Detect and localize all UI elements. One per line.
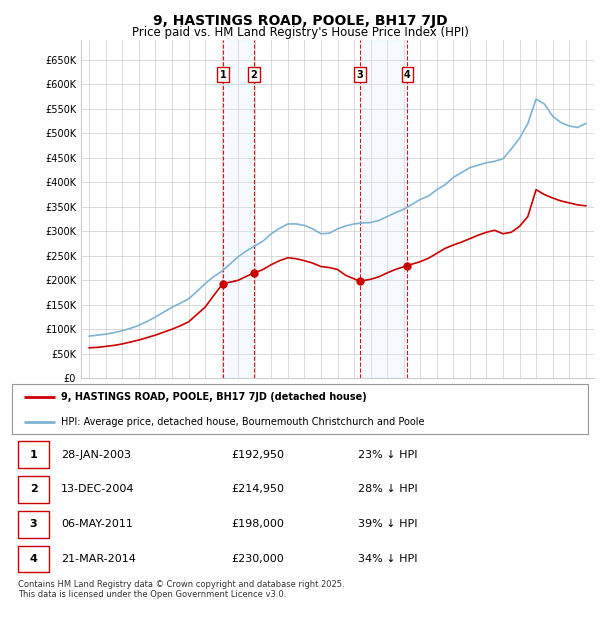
Text: 39% ↓ HPI: 39% ↓ HPI: [358, 520, 417, 529]
Bar: [223, 40, 254, 378]
Text: Price paid vs. HM Land Registry's House Price Index (HPI): Price paid vs. HM Land Registry's House …: [131, 26, 469, 39]
Text: 28-JAN-2003: 28-JAN-2003: [61, 450, 131, 459]
Text: 34% ↓ HPI: 34% ↓ HPI: [358, 554, 417, 564]
Text: 3: 3: [30, 520, 37, 529]
Text: HPI: Average price, detached house, Bournemouth Christchurch and Poole: HPI: Average price, detached house, Bour…: [61, 417, 424, 427]
Text: £230,000: £230,000: [231, 554, 284, 564]
Text: 2: 2: [30, 484, 37, 494]
Text: 3: 3: [356, 69, 363, 79]
Text: 21-MAR-2014: 21-MAR-2014: [61, 554, 136, 564]
Text: 23% ↓ HPI: 23% ↓ HPI: [358, 450, 417, 459]
Text: 4: 4: [29, 554, 38, 564]
Text: £192,950: £192,950: [231, 450, 284, 459]
Text: 4: 4: [404, 69, 411, 79]
Text: 9, HASTINGS ROAD, POOLE, BH17 7JD: 9, HASTINGS ROAD, POOLE, BH17 7JD: [152, 14, 448, 28]
Text: 1: 1: [30, 450, 37, 459]
Text: 2: 2: [251, 69, 257, 79]
FancyBboxPatch shape: [18, 511, 49, 538]
Text: 1: 1: [220, 69, 226, 79]
FancyBboxPatch shape: [18, 476, 49, 503]
Text: 9, HASTINGS ROAD, POOLE, BH17 7JD (detached house): 9, HASTINGS ROAD, POOLE, BH17 7JD (detac…: [61, 392, 367, 402]
Text: 13-DEC-2004: 13-DEC-2004: [61, 484, 134, 494]
Text: 28% ↓ HPI: 28% ↓ HPI: [358, 484, 417, 494]
Bar: [360, 40, 407, 378]
Text: 06-MAY-2011: 06-MAY-2011: [61, 520, 133, 529]
Text: £214,950: £214,950: [231, 484, 284, 494]
Text: £198,000: £198,000: [231, 520, 284, 529]
FancyBboxPatch shape: [18, 441, 49, 468]
Text: Contains HM Land Registry data © Crown copyright and database right 2025.
This d: Contains HM Land Registry data © Crown c…: [18, 580, 344, 599]
FancyBboxPatch shape: [18, 546, 49, 572]
